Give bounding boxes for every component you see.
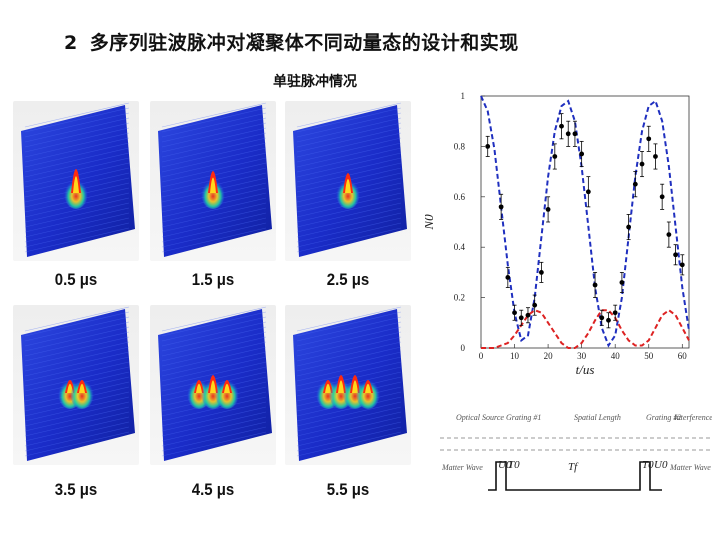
slide-title-text: 多序列驻波脉冲对凝聚体不同动量态的设计和实现 <box>89 32 519 54</box>
data-point <box>579 151 585 157</box>
tile-time-label: 0.5 μs <box>54 270 98 289</box>
y-tick-label: 0.6 <box>454 192 466 202</box>
data-point <box>646 136 652 142</box>
x-tick-label: 30 <box>577 351 587 361</box>
data-point <box>525 312 531 318</box>
schematic-bottom-label: Matter Wave <box>441 463 483 472</box>
data-point <box>632 181 638 187</box>
tile-time-label: 5.5 μs <box>326 480 370 499</box>
data-point <box>599 315 605 321</box>
schematic-bottom-label: Matter Wave <box>669 463 711 472</box>
y-axis-label: N0 <box>425 214 436 231</box>
x-tick-label: 20 <box>544 351 554 361</box>
schematic-top-label: Interference Pattern <box>673 413 712 422</box>
schematic-bottom-label: T0 <box>642 459 654 471</box>
data-point <box>572 131 578 137</box>
x-tick-label: 50 <box>644 351 654 361</box>
data-point <box>673 252 678 258</box>
x-tick-label: 60 <box>678 351 688 361</box>
density-image <box>285 101 411 261</box>
x-tick-label: 0 <box>479 351 484 361</box>
density-image-grid: 0.5 μs 1.5 μs 2.5 μs 3.5 μs 4.5 μs 5.5 μs <box>13 101 411 499</box>
tile-time-label: 1.5 μs <box>191 270 235 289</box>
schematic-top-label: Grating #1 <box>506 413 541 422</box>
density-tile <box>285 101 411 261</box>
data-point <box>653 154 658 159</box>
data-point <box>538 270 544 275</box>
y-tick-label: 0.8 <box>454 141 466 151</box>
slide-number: 2 <box>64 32 78 54</box>
chart-plot-area <box>480 95 690 349</box>
data-point <box>619 280 625 285</box>
density-image <box>13 305 139 465</box>
n0-vs-time-chart: 0 10 20 30 40 50 60 0 0.2 0.4 0.6 0.8 1 t/us N0 <box>425 91 690 377</box>
pulse-sequence-schematic: Optical Source Grating #1 Spatial Length Gr… <box>440 413 712 491</box>
data-point <box>626 224 632 230</box>
data-point <box>545 207 551 212</box>
data-point <box>639 161 645 167</box>
data-point <box>518 315 524 321</box>
pulse-trace <box>488 461 662 491</box>
data-point <box>606 317 611 323</box>
series-line <box>480 95 690 348</box>
schematic-bottom-label: U0 <box>654 459 668 471</box>
data-point <box>559 123 564 129</box>
data-point <box>585 189 591 195</box>
data-point <box>498 204 504 210</box>
density-image <box>150 101 276 261</box>
density-image <box>150 305 276 465</box>
schematic-top-label: Optical Source <box>456 413 504 422</box>
data-point <box>552 154 558 159</box>
schematic-top-label: Spatial Length <box>574 413 621 422</box>
y-tick-label: 0.4 <box>454 242 466 252</box>
density-image <box>13 101 139 261</box>
data-point <box>679 262 685 268</box>
density-image <box>285 305 411 465</box>
data-point <box>532 302 538 308</box>
data-point <box>565 131 571 137</box>
x-tick-label: 40 <box>611 351 621 361</box>
data-point <box>512 310 517 316</box>
x-tick-label: 10 <box>510 351 520 361</box>
y-tick-label: 0 <box>461 343 466 353</box>
tile-time-label: 3.5 μs <box>54 480 98 499</box>
data-point <box>659 194 665 200</box>
density-tile <box>13 101 139 261</box>
density-tile <box>150 101 276 261</box>
density-tile <box>150 305 276 465</box>
x-axis-label: t/us <box>576 362 595 377</box>
data-point <box>666 232 672 238</box>
slide-subtitle: 单驻脉冲情况 <box>273 74 357 90</box>
y-tick-label: 0.2 <box>454 293 465 303</box>
data-point <box>612 310 618 316</box>
schematic-bottom-label: U0 <box>498 459 512 471</box>
schematic-top-label: Grating #2 <box>646 413 681 422</box>
schematic-bottom-label: T0 <box>508 459 520 471</box>
tile-time-label: 2.5 μs <box>326 270 370 289</box>
schematic-bottom-label: Tf <box>568 461 579 473</box>
slide-title: 2 多序列驻波脉冲对凝聚体不同动量态的设计和实现 <box>64 28 519 55</box>
y-tick-label: 1 <box>461 91 466 101</box>
density-tile <box>13 305 139 465</box>
density-tile <box>285 305 411 465</box>
data-point <box>505 275 511 280</box>
data-point <box>485 144 491 149</box>
tile-time-label: 4.5 μs <box>191 480 235 499</box>
data-point <box>592 282 598 288</box>
